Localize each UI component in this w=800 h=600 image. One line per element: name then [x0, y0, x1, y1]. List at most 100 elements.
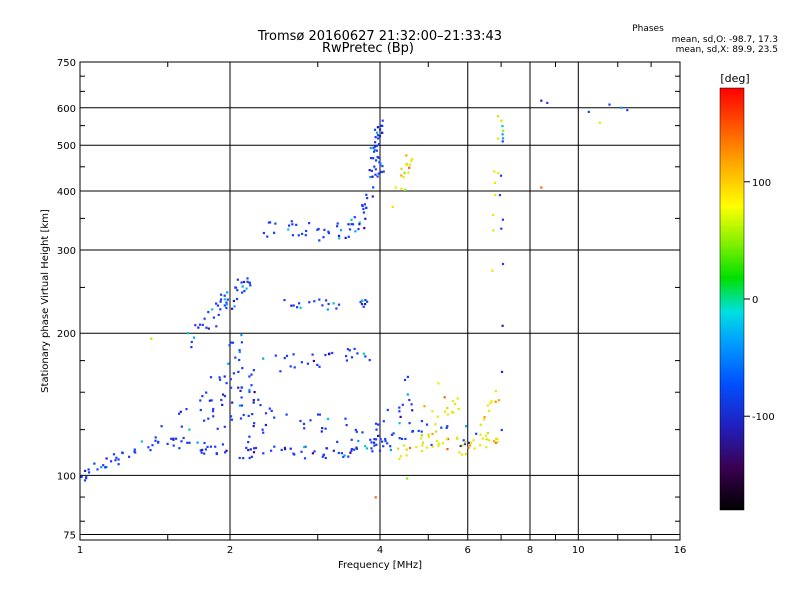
- x-axis-ticks: 1 2 4 6 8 10 16: [77, 62, 686, 556]
- data-point: [496, 137, 500, 140]
- data-point: [253, 447, 256, 450]
- data-point: [160, 425, 163, 428]
- data-point: [235, 297, 239, 301]
- data-point: [223, 304, 226, 307]
- data-point: [114, 459, 117, 462]
- data-point: [361, 299, 364, 302]
- data-point: [463, 443, 467, 446]
- data-point: [285, 354, 289, 357]
- data-point: [340, 452, 343, 455]
- data-point: [363, 227, 366, 230]
- data-point: [232, 372, 235, 375]
- data-point: [248, 435, 251, 438]
- data-point: [456, 397, 459, 400]
- data-point: [370, 169, 373, 172]
- data-point: [446, 413, 449, 416]
- data-point: [382, 170, 385, 173]
- colorbar-ticks: 100 0 -100: [744, 178, 775, 423]
- data-point: [327, 232, 330, 235]
- data-point: [205, 326, 208, 329]
- data-point: [208, 399, 211, 402]
- data-point: [226, 298, 229, 301]
- data-point: [493, 170, 496, 173]
- data-point: [325, 299, 328, 302]
- data-point: [133, 448, 136, 451]
- data-point: [292, 353, 295, 356]
- data-point: [223, 294, 226, 297]
- data-point: [461, 444, 464, 447]
- data-point: [80, 475, 83, 478]
- data-point: [203, 441, 206, 445]
- data-point: [431, 410, 434, 413]
- data-point: [355, 446, 358, 449]
- data-point: [467, 441, 470, 444]
- data-point: [207, 327, 210, 330]
- data-point: [350, 356, 354, 359]
- data-point: [252, 425, 255, 428]
- data-point: [331, 351, 334, 355]
- data-point: [220, 398, 223, 402]
- data-point: [408, 166, 411, 169]
- data-point: [231, 341, 235, 344]
- data-point: [151, 444, 154, 447]
- data-point: [374, 145, 377, 148]
- data-point: [179, 410, 182, 413]
- data-point: [406, 477, 409, 480]
- data-point: [157, 440, 160, 443]
- data-point: [221, 443, 224, 446]
- data-point: [337, 303, 341, 306]
- data-point: [290, 220, 293, 223]
- data-point: [238, 358, 241, 362]
- data-point: [222, 393, 225, 396]
- data-point: [105, 457, 108, 460]
- data-point: [201, 395, 204, 398]
- data-point: [267, 221, 270, 224]
- data-point: [252, 369, 255, 372]
- data-point: [170, 437, 173, 440]
- data-point: [479, 444, 482, 447]
- data-point: [313, 300, 316, 303]
- data-point: [389, 445, 392, 448]
- data-point: [247, 414, 250, 417]
- data-point: [359, 301, 362, 304]
- data-point: [405, 454, 408, 457]
- data-point: [105, 466, 108, 469]
- data-point: [626, 109, 629, 112]
- data-point: [368, 169, 371, 172]
- data-point: [178, 412, 181, 415]
- data-point: [375, 131, 379, 134]
- data-point: [198, 323, 202, 326]
- data-point: [405, 448, 408, 451]
- data-point: [268, 407, 271, 410]
- data-point: [443, 396, 446, 399]
- data-point: [317, 227, 320, 231]
- data-point: [431, 432, 434, 435]
- data-point: [188, 428, 191, 431]
- data-point: [303, 457, 307, 460]
- data-point: [398, 406, 401, 409]
- data-point: [301, 232, 304, 235]
- y-tick-label: 300: [57, 246, 76, 257]
- data-point: [264, 423, 267, 427]
- data-point: [364, 299, 367, 302]
- data-point: [197, 326, 200, 329]
- stats-o-mode: mean, sd,O: -98.7, 17.3: [672, 35, 778, 45]
- data-point: [362, 305, 365, 308]
- data-point: [199, 408, 202, 412]
- data-point: [423, 405, 426, 408]
- y-tick-label: 750: [57, 58, 76, 69]
- data-point: [408, 163, 411, 166]
- data-point: [323, 228, 326, 231]
- data-point: [338, 237, 341, 240]
- data-point: [253, 422, 256, 425]
- data-point: [540, 186, 543, 189]
- data-point: [252, 401, 255, 404]
- data-point: [357, 228, 360, 231]
- data-point: [228, 344, 231, 347]
- data-point: [404, 437, 407, 440]
- data-point: [380, 170, 383, 174]
- y-tick-label: 200: [57, 329, 76, 340]
- data-point: [434, 430, 438, 433]
- data-point: [445, 437, 449, 440]
